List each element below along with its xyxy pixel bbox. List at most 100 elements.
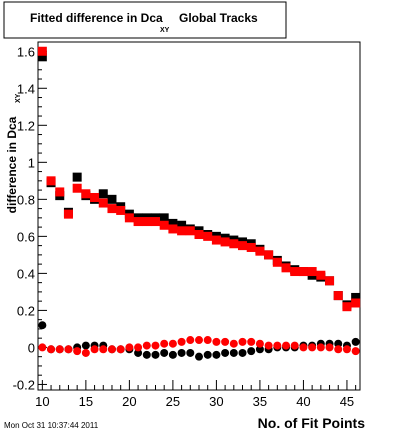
data-point-circle-s3 xyxy=(125,343,134,352)
y-axis-label-group: difference in Dca XY xyxy=(5,93,22,213)
data-point-circle-s3 xyxy=(264,341,273,350)
data-point-circle-s3 xyxy=(160,339,169,348)
data-point-circle-s2 xyxy=(134,348,143,357)
data-point-square-s1 xyxy=(272,257,282,267)
x-tick-label: 15 xyxy=(79,394,93,409)
x-axis-label: No. of Fit Points xyxy=(258,415,366,431)
data-point-circle-s3 xyxy=(55,345,64,354)
data-point-square-s1 xyxy=(150,217,160,227)
data-point-square-s1 xyxy=(124,213,134,223)
data-point-circle-s3 xyxy=(168,339,177,348)
data-point-square-s1 xyxy=(98,198,108,208)
data-point-circle-s2 xyxy=(151,350,160,359)
y-tick-label: 0.2 xyxy=(17,303,35,318)
data-point-square-s1 xyxy=(298,267,308,277)
y-axis-label-subscript: XY xyxy=(15,93,22,103)
data-point-square-s1 xyxy=(211,235,221,245)
data-point-circle-s2 xyxy=(255,345,264,354)
data-point-square-s0 xyxy=(107,194,117,204)
data-point-square-s0 xyxy=(72,172,82,182)
data-point-square-s1 xyxy=(246,242,256,252)
title-box: Fitted difference in Dca XY Global Track… xyxy=(3,1,287,39)
data-marks xyxy=(37,46,361,361)
data-point-square-s0 xyxy=(177,220,187,230)
data-point-circle-s3 xyxy=(47,345,56,354)
data-point-circle-s3 xyxy=(308,343,317,352)
data-point-circle-s2 xyxy=(238,348,247,357)
data-point-circle-s3 xyxy=(247,337,256,346)
data-point-square-s1 xyxy=(63,209,73,219)
data-point-circle-s3 xyxy=(107,345,116,354)
x-axis: 10 15 20 25 30 35 40 45 xyxy=(35,380,357,409)
data-point-square-s0 xyxy=(168,218,178,228)
data-point-square-s1 xyxy=(194,230,204,240)
data-point-square-s1 xyxy=(333,291,343,301)
data-point-circle-s2 xyxy=(203,350,212,359)
data-point-circle-s2 xyxy=(160,348,169,357)
data-point-circle-s3 xyxy=(195,336,203,345)
data-point-square-s1 xyxy=(90,192,100,202)
data-point-square-s1 xyxy=(142,217,152,227)
y-tick-label: 0.4 xyxy=(17,266,35,281)
y-tick-label: 0.6 xyxy=(17,229,35,244)
data-point-circle-s3 xyxy=(325,343,334,352)
data-point-circle-s3 xyxy=(290,341,299,350)
data-point-square-s1 xyxy=(177,226,187,236)
x-tick-label: 40 xyxy=(296,394,310,409)
data-point-circle-s3 xyxy=(273,341,282,350)
data-point-square-s1 xyxy=(81,189,91,199)
timestamp: Mon Oct 31 10:37:44 2011 xyxy=(4,421,99,430)
data-point-circle-s3 xyxy=(64,345,73,354)
data-point-circle-s3 xyxy=(238,337,247,346)
data-point-square-s0 xyxy=(159,213,169,223)
data-point-circle-s2 xyxy=(142,350,151,359)
data-point-circle-s2 xyxy=(186,348,195,357)
data-point-square-s1 xyxy=(55,187,65,197)
data-point-square-s1 xyxy=(238,241,248,251)
data-point-square-s1 xyxy=(37,46,47,56)
data-point-square-s1 xyxy=(325,276,335,286)
y-tick-label: 1.2 xyxy=(17,118,35,133)
data-point-circle-s3 xyxy=(351,347,360,356)
data-point-square-s0 xyxy=(98,189,108,199)
data-point-circle-s3 xyxy=(177,337,186,346)
data-point-circle-s2 xyxy=(351,337,360,346)
chart-title: Fitted difference in Dca xyxy=(30,11,163,25)
y-tick-label: 1.4 xyxy=(17,81,35,96)
y-axis-label: difference in Dca xyxy=(5,116,19,213)
data-point-square-s1 xyxy=(159,220,169,230)
data-point-circle-s2 xyxy=(195,352,203,361)
x-tick-label: 20 xyxy=(122,394,136,409)
data-point-circle-s2 xyxy=(229,348,238,357)
data-point-circle-s2 xyxy=(177,348,186,357)
chart-title-subscript: XY xyxy=(160,27,170,34)
data-point-square-s1 xyxy=(168,224,178,234)
data-point-circle-s3 xyxy=(134,343,143,352)
data-point-circle-s2 xyxy=(168,350,177,359)
data-point-square-s1 xyxy=(342,302,352,312)
data-point-square-s1 xyxy=(185,226,195,236)
data-point-circle-s3 xyxy=(229,339,238,348)
data-point-square-s1 xyxy=(281,263,291,273)
chart-title-tail: Global Tracks xyxy=(179,11,258,25)
x-tick-label: 25 xyxy=(166,394,180,409)
y-tick-label: 1 xyxy=(28,155,35,170)
data-point-square-s0 xyxy=(37,52,47,62)
data-point-square-s1 xyxy=(307,267,317,277)
data-point-square-s1 xyxy=(220,237,230,247)
data-point-circle-s3 xyxy=(255,339,264,348)
data-point-circle-s2 xyxy=(81,341,90,350)
data-point-circle-s3 xyxy=(90,345,99,354)
y-tick-label: -0.2 xyxy=(13,377,35,392)
data-point-circle-s3 xyxy=(212,337,221,346)
x-tick-label: 10 xyxy=(35,394,49,409)
data-point-square-s1 xyxy=(133,217,143,227)
data-point-circle-s3 xyxy=(299,343,308,352)
data-point-circle-s3 xyxy=(282,341,291,350)
data-point-circle-s3 xyxy=(186,336,195,345)
data-point-circle-s2 xyxy=(247,347,256,356)
y-tick-label: 0 xyxy=(28,340,35,355)
data-point-square-s1 xyxy=(255,246,265,256)
x-tick-label: 30 xyxy=(209,394,223,409)
data-point-circle-s3 xyxy=(99,345,108,354)
